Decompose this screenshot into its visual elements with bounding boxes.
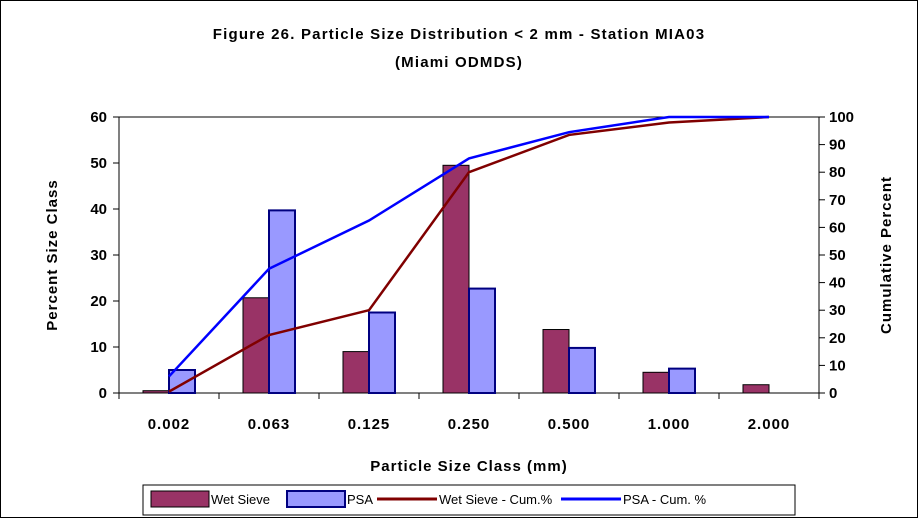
bar-psa-2 — [368, 311, 396, 394]
line-wet-sieve-cum- — [168, 115, 770, 393]
bar-psa-4 — [568, 346, 596, 395]
y-tick-label: 60 — [90, 109, 107, 126]
bars-layer — [142, 164, 770, 395]
y2-tick-label: 70 — [829, 192, 846, 209]
bar-psa-5 — [668, 367, 696, 394]
y2-tick-label: 10 — [829, 357, 846, 374]
bar-wet-sieve-3 — [442, 164, 470, 394]
x-tick-label: 0.125 — [348, 416, 391, 433]
y-tick-label: 10 — [90, 339, 107, 356]
x-tick-label: 0.002 — [148, 416, 191, 433]
x-tick-label: 0.500 — [548, 416, 591, 433]
y2-axis-label: Cumulative Percent — [878, 176, 895, 334]
y-tick-label: 50 — [90, 155, 107, 172]
bar-wet-sieve-4 — [542, 329, 570, 394]
y2-tick-label: 90 — [829, 137, 846, 154]
y-tick-label: 0 — [99, 385, 107, 402]
y-axis-label: Percent Size Class — [44, 179, 61, 330]
bar-wet-sieve-5 — [642, 371, 670, 394]
legend-box — [142, 484, 796, 516]
x-axis-label: Particle Size Class (mm) — [370, 458, 567, 475]
x-tick-label: 0.250 — [448, 416, 491, 433]
bar-wet-sieve-6 — [742, 384, 770, 394]
y2-tick-label: 40 — [829, 275, 846, 292]
legend-swatch-psa — [286, 490, 346, 508]
line-psa-cum- — [168, 115, 769, 378]
x-tick-label: 0.063 — [248, 416, 291, 433]
x-tick-label: 1.000 — [648, 416, 691, 433]
legend-label-psa: PSA — [347, 492, 373, 507]
y-tick-label: 40 — [90, 201, 107, 218]
x-tick-label: 2.000 — [748, 416, 791, 433]
chart-title: Figure 26. Particle Size Distribution < … — [213, 26, 706, 43]
legend-label-wet-sieve: Wet Sieve — [211, 492, 270, 507]
legend-label-psa-cum: PSA - Cum. % — [623, 492, 707, 507]
y2-tick-label: 20 — [829, 330, 846, 347]
y2-tick-label: 50 — [829, 247, 846, 264]
bar-wet-sieve-0 — [142, 390, 170, 394]
legend-swatch-wet-sieve — [150, 490, 210, 508]
bar-psa-3 — [468, 287, 496, 394]
bar-wet-sieve-1 — [242, 297, 270, 394]
bar-psa-1 — [268, 209, 296, 394]
y-tick-label: 30 — [90, 247, 107, 264]
y2-tick-label: 0 — [829, 385, 837, 402]
y2-tick-label: 30 — [829, 302, 846, 319]
lines-layer — [168, 115, 770, 393]
y2-tick-label: 60 — [829, 219, 846, 236]
y2-tick-label: 80 — [829, 164, 846, 181]
y-tick-label: 20 — [90, 293, 107, 310]
y2-tick-label: 100 — [829, 109, 854, 126]
legend: Wet Sieve PSA Wet Sieve - Cum.% PSA - Cu… — [142, 484, 796, 516]
chart-subtitle: (Miami ODMDS) — [395, 54, 523, 71]
legend-label-wet-sieve-cum: Wet Sieve - Cum.% — [439, 492, 553, 507]
bar-wet-sieve-2 — [342, 351, 370, 394]
axes-layer: 0 10 20 30 40 50 60 0 10 20 30 40 50 60 70 80 90 100 0.002… — [90, 109, 854, 433]
